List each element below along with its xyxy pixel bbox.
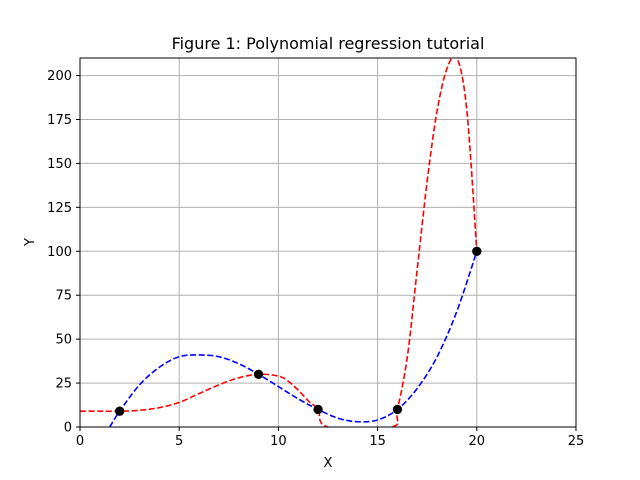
- y-tick-label: 25: [55, 377, 72, 392]
- y-tick-label: 150: [47, 157, 72, 172]
- grid: [79, 58, 577, 428]
- y-tick-label: 175: [47, 113, 72, 128]
- data-point: [392, 404, 403, 415]
- y-tick-label: 0: [64, 421, 72, 436]
- fit-curve-2: [80, 58, 478, 427]
- y-axis-label: Y: [23, 238, 38, 247]
- x-tick-label: 20: [469, 434, 486, 449]
- fit-curve-1: [109, 251, 478, 427]
- data-point: [253, 369, 264, 379]
- x-axis-label: X: [324, 456, 333, 471]
- data-point: [472, 246, 482, 256]
- y-tick-label: 200: [47, 69, 72, 84]
- data-point: [313, 404, 323, 415]
- plot-frame: [79, 57, 577, 428]
- y-tick-label: 125: [47, 201, 72, 216]
- y-axis-ticks: 0 25 50 75 100 125 150 175 200: [47, 69, 80, 436]
- series-layer: [80, 58, 478, 427]
- x-tick-label: 25: [568, 434, 585, 449]
- x-tick-label: 10: [270, 434, 287, 449]
- x-tick-label: 5: [175, 434, 183, 449]
- x-tick-label: 0: [76, 434, 84, 449]
- data-point: [114, 406, 125, 416]
- points-layer: [114, 246, 482, 416]
- x-tick-label: 15: [369, 434, 386, 449]
- chart-title: Figure 1: Polynomial regression tutorial: [172, 34, 485, 53]
- y-tick-label: 50: [55, 333, 72, 348]
- y-tick-label: 75: [55, 289, 72, 304]
- x-axis-ticks: 0 5 10 15 20 25: [76, 427, 584, 449]
- y-tick-label: 100: [47, 245, 72, 260]
